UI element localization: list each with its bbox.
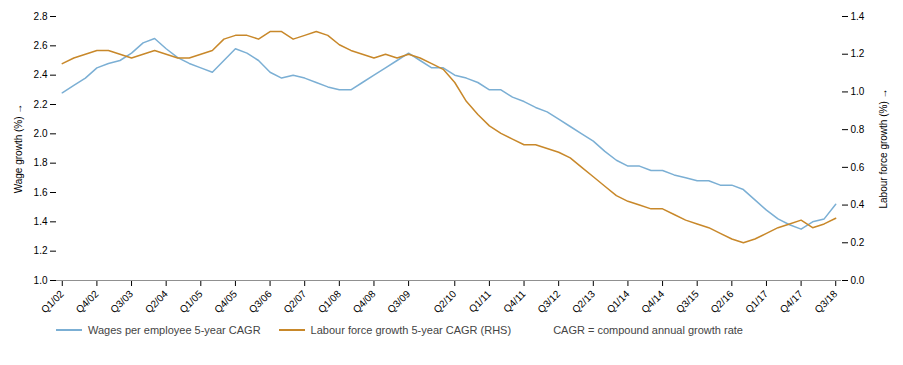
svg-text:Q2/13: Q2/13: [570, 288, 597, 315]
svg-text:1.8: 1.8: [34, 157, 48, 168]
svg-text:Q3/12: Q3/12: [535, 288, 562, 315]
svg-text:0.0: 0.0: [851, 275, 865, 286]
svg-text:Q1/05: Q1/05: [177, 288, 204, 315]
svg-text:Q3/03: Q3/03: [108, 288, 135, 315]
svg-text:1.6: 1.6: [34, 187, 48, 198]
svg-text:Q4/02: Q4/02: [74, 288, 101, 315]
svg-text:Q3/15: Q3/15: [674, 288, 701, 315]
svg-text:2.2: 2.2: [34, 99, 48, 110]
svg-text:Q4/14: Q4/14: [639, 288, 666, 315]
svg-text:Labour force growth (%) →: Labour force growth (%) →: [878, 88, 889, 208]
svg-text:Q3/09: Q3/09: [385, 288, 412, 315]
svg-text:1.4: 1.4: [851, 11, 865, 22]
svg-text:Q4/11: Q4/11: [501, 288, 528, 315]
svg-text:1.0: 1.0: [34, 275, 48, 286]
svg-text:2.4: 2.4: [34, 69, 48, 80]
html-text:Wages per employee 5-year CAGR: Wages per employee 5-year CAGR: [88, 324, 261, 336]
svg-text:Q1/17: Q1/17: [743, 288, 770, 315]
svg-text:0.2: 0.2: [851, 237, 865, 248]
svg-text:2.8: 2.8: [34, 11, 48, 22]
html-text:CAGR = compound annual growth: CAGR = compound annual growth rate: [553, 324, 743, 336]
svg-text:Q4/08: Q4/08: [351, 288, 378, 315]
svg-text:0.4: 0.4: [851, 199, 865, 210]
svg-text:1.4: 1.4: [34, 216, 48, 227]
svg-text:2.6: 2.6: [34, 40, 48, 51]
svg-text:Q4/05: Q4/05: [212, 288, 239, 315]
svg-text:Q2/16: Q2/16: [708, 288, 735, 315]
svg-text:Q1/08: Q1/08: [316, 288, 343, 315]
svg-text:1.2: 1.2: [34, 245, 48, 256]
svg-text:Q1/11: Q1/11: [467, 288, 494, 315]
svg-text:Wage growth (%) →: Wage growth (%) →: [13, 104, 24, 194]
svg-text:0.8: 0.8: [851, 124, 865, 135]
svg-text:Q3/18: Q3/18: [812, 288, 839, 315]
svg-text:Q3/06: Q3/06: [247, 288, 274, 315]
svg-text:0.6: 0.6: [851, 162, 865, 173]
svg-text:Q2/07: Q2/07: [281, 288, 308, 315]
svg-text:2.0: 2.0: [34, 128, 48, 139]
svg-text:Q2/10: Q2/10: [431, 288, 458, 315]
svg-text:1.2: 1.2: [851, 48, 865, 59]
svg-text:1.0: 1.0: [851, 86, 865, 97]
svg-text:Q2/04: Q2/04: [143, 288, 170, 315]
html-text:Labour force growth 5-year CAG: Labour force growth 5-year CAGR (RHS): [310, 324, 512, 336]
svg-text:Q1/14: Q1/14: [605, 288, 632, 315]
svg-text:Q4/17: Q4/17: [778, 288, 805, 315]
svg-text:Q1/02: Q1/02: [39, 288, 66, 315]
